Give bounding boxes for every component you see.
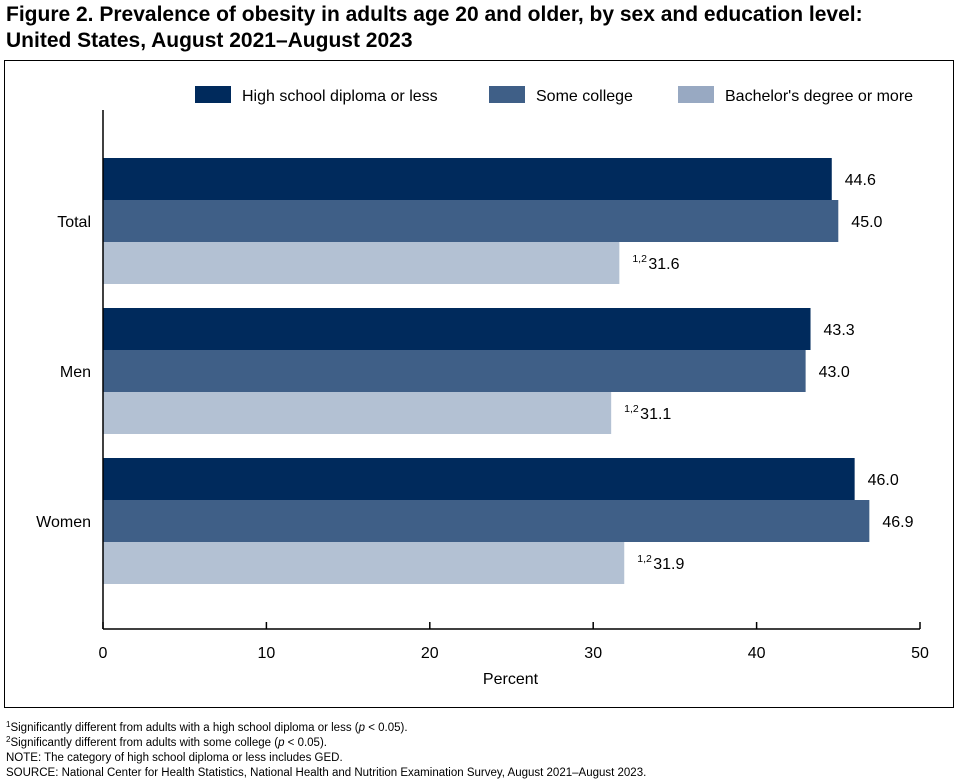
footnote-source: SOURCE: National Center for Health Stati… [6,767,647,779]
data-label-superscript: 1,2 [632,253,647,265]
chart-title-line1: Figure 2. Prevalence of obesity in adult… [6,3,863,26]
bar [103,200,839,242]
legend-label: Some college [536,88,633,105]
x-tick-label: 40 [748,645,766,662]
legend-label: High school diploma or less [242,88,438,105]
bar [103,158,832,200]
bar [103,500,870,542]
category-label: Total [57,214,91,231]
legend-swatch [678,86,714,103]
footnote-2: 2Significantly different from adults wit… [6,735,327,750]
data-label: 45.0 [851,214,882,231]
legend-swatch [489,86,525,103]
footnote-note: NOTE: The category of high school diplom… [6,752,343,764]
chart-title: Figure 2. Prevalence of obesity in adult… [6,2,956,54]
data-label: 44.6 [845,172,876,189]
x-tick-label: 30 [584,645,602,662]
bar [103,308,811,350]
legend-label: Bachelor's degree or more [725,88,913,105]
category-label: Women [36,514,91,531]
data-label: 31.9 [653,556,684,573]
data-label: 43.3 [824,322,855,339]
chart-title-line2: United States, August 2021–August 2023 [6,29,413,52]
bar [103,392,612,434]
x-axis-title: Percent [483,671,539,688]
bar [103,350,806,392]
bar [103,542,625,584]
data-label-superscript: 1,2 [637,553,652,565]
data-label: 31.1 [640,406,671,423]
data-label-superscript: 1,2 [624,403,639,415]
data-label: 43.0 [819,364,850,381]
x-tick-label: 0 [99,645,108,662]
chart-frame [4,60,954,708]
x-tick-label: 50 [911,645,929,662]
x-tick-label: 10 [258,645,276,662]
data-label: 31.6 [648,256,679,273]
footnote-1: 1Significantly different from adults wit… [6,720,408,735]
footnotes: 1Significantly different from adults wit… [6,721,956,781]
bar [103,242,620,284]
category-label: Men [60,364,91,381]
data-label: 46.9 [882,514,913,531]
x-tick-label: 20 [421,645,439,662]
bar [103,458,855,500]
data-label: 46.0 [868,472,899,489]
legend-swatch [195,86,231,103]
